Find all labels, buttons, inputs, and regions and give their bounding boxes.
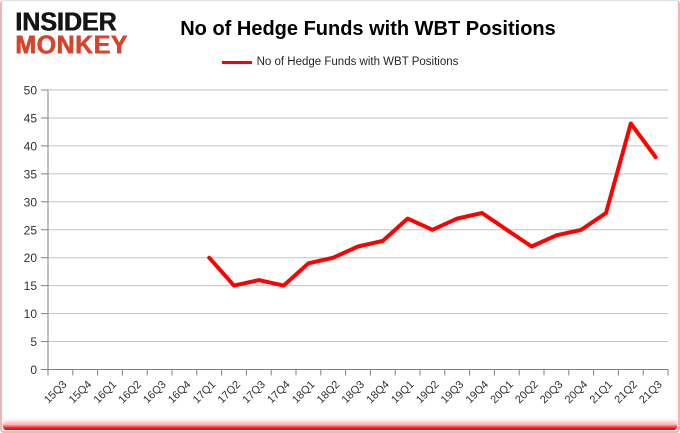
x-tick-label: 16Q1 (92, 379, 120, 407)
x-tick-label: 19Q1 (389, 379, 417, 407)
chart-title: No of Hedge Funds with WBT Positions (180, 18, 556, 40)
y-tick-label: 20 (24, 251, 38, 265)
x-tick-label: 16Q3 (141, 379, 169, 407)
insider-monkey-logo: INSIDER MONKEY (15, 7, 128, 60)
legend: No of Hedge Funds with WBT Positions (2, 56, 678, 68)
x-tick-label: 20Q3 (538, 379, 566, 407)
x-tick-label: 18Q4 (364, 379, 392, 407)
x-tick-label: 21Q3 (637, 379, 665, 407)
x-tick-label: 15Q3 (42, 379, 70, 407)
x-tick-label: 17Q4 (265, 379, 293, 407)
x-tick-label: 17Q3 (240, 379, 268, 407)
y-tick-label: 25 (24, 223, 38, 237)
x-tick-label: 20Q1 (488, 379, 516, 407)
y-tick-label: 50 (24, 84, 38, 98)
x-tick-label: 21Q2 (612, 379, 640, 407)
legend-label: No of Hedge Funds with WBT Positions (256, 56, 459, 68)
x-tick-label: 18Q1 (290, 379, 318, 407)
y-tick-label: 40 (24, 139, 38, 153)
x-tick-label: 19Q2 (414, 379, 442, 407)
logo-text-monkey: MONKEY (15, 30, 128, 60)
logo-text-insider: INSIDER (15, 7, 117, 37)
y-tick-label: 30 (24, 195, 38, 209)
y-tick-label: 5 (30, 335, 37, 349)
x-tick-label: 16Q4 (166, 379, 194, 407)
x-tick-label: 16Q2 (116, 379, 144, 407)
y-tick-label: 35 (24, 167, 38, 181)
y-tick-label: 0 (30, 363, 37, 377)
bottom-red-bar (3, 424, 677, 430)
x-tick-label: 20Q2 (513, 379, 541, 407)
x-tick-label: 18Q3 (340, 379, 368, 407)
y-tick-label: 10 (24, 307, 38, 321)
y-tick-label: 45 (24, 111, 38, 125)
x-tick-label: 20Q4 (563, 379, 591, 407)
x-tick-label: 17Q2 (216, 379, 244, 407)
x-tick-label: 17Q1 (191, 379, 219, 407)
x-tick-label: 19Q4 (464, 379, 492, 407)
legend-line-swatch (221, 60, 252, 64)
x-tick-label: 15Q4 (67, 379, 95, 407)
y-tick-label: 15 (24, 279, 38, 293)
series-line (207, 121, 658, 288)
x-tick-label: 19Q3 (439, 379, 467, 407)
x-tick-label: 18Q2 (315, 379, 343, 407)
x-tick-label: 21Q1 (588, 379, 616, 407)
